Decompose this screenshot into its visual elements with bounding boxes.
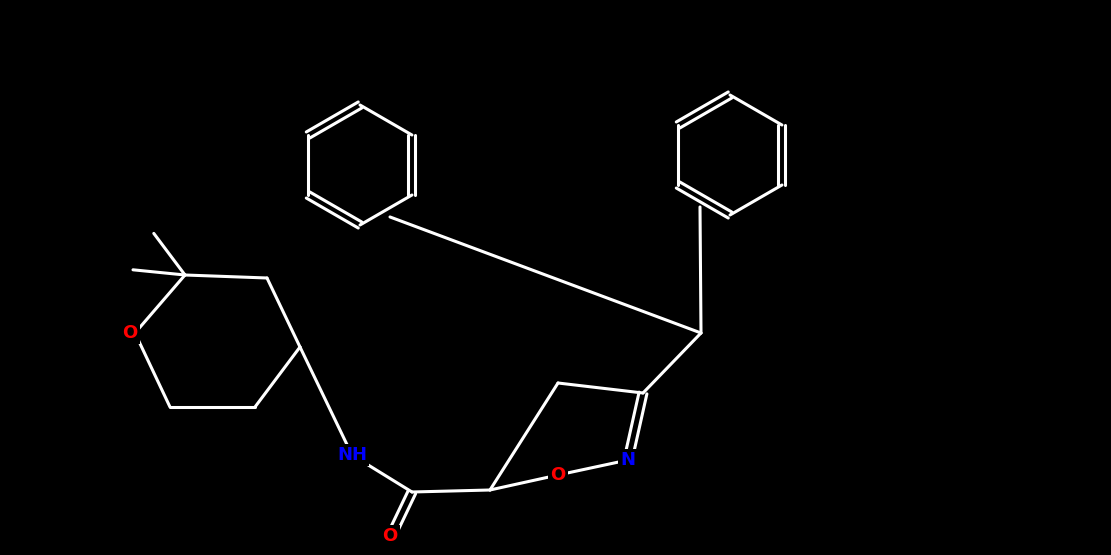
Text: N: N <box>621 451 635 469</box>
Text: O: O <box>550 466 565 484</box>
Text: O: O <box>122 324 138 342</box>
Text: NH: NH <box>337 446 367 464</box>
Text: O: O <box>382 527 398 545</box>
